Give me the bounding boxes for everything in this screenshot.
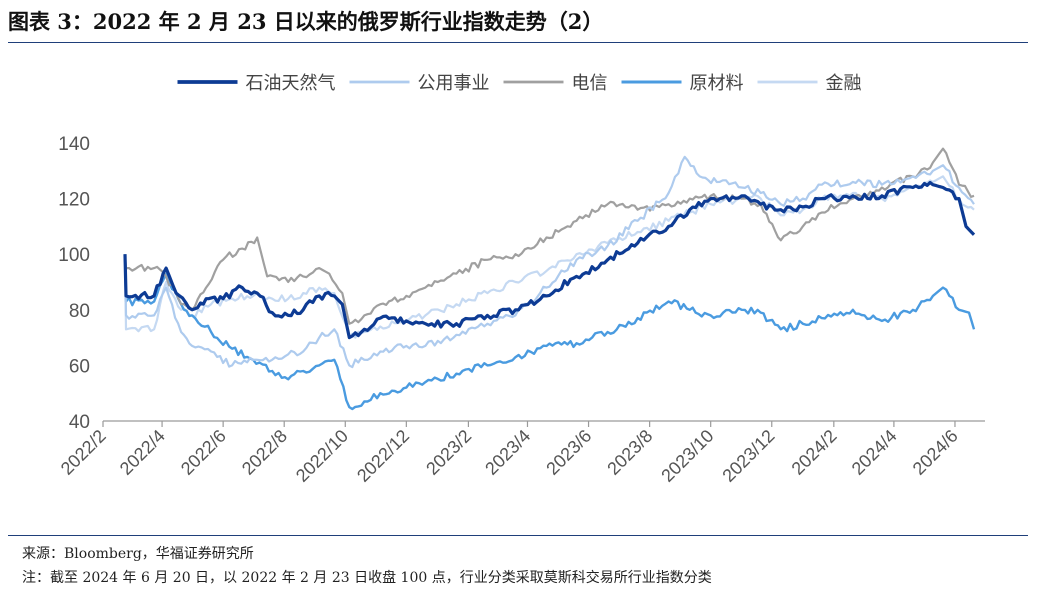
- y-tick-label: 100: [58, 245, 90, 266]
- legend-label: 公用事业: [418, 73, 490, 94]
- x-axis-ticks: 2022/2 2022/4 2022/6 2022/8 2022/10 2022/12 20…: [57, 421, 962, 486]
- x-tick-label: 2024/2: [788, 426, 841, 479]
- series-line: [123, 155, 975, 369]
- x-tick-label: 2023/10: [657, 426, 717, 486]
- source-note: 来源：Bloomberg，华福证券研究所: [22, 546, 254, 562]
- x-tick-label: 2023/12: [718, 426, 778, 486]
- x-tick-label: 2022/6: [177, 426, 230, 479]
- x-tick-label: 2022/4: [116, 426, 169, 479]
- legend: 石油天然气 公用事业 电信 原材料 金融: [177, 73, 862, 94]
- x-tick-label: 2022/2: [57, 426, 110, 479]
- footnote: 注：截至 2024 年 6 月 20 日，以 2022 年 2 月 23 日收盘…: [22, 570, 712, 586]
- x-tick-label: 2022/12: [353, 426, 413, 486]
- x-tick-label: 2023/8: [603, 426, 656, 479]
- x-tick-label: 2024/4: [848, 426, 901, 479]
- y-tick-label: 140: [58, 134, 90, 155]
- x-tick-label: 2024/6: [909, 426, 962, 479]
- legend-label: 金融: [826, 73, 862, 94]
- x-tick-label: 2022/8: [238, 426, 291, 479]
- y-tick-label: 40: [69, 412, 90, 433]
- title-rule: [8, 42, 1028, 43]
- x-tick-label: 2022/10: [292, 426, 352, 486]
- legend-label: 石油天然气: [246, 73, 336, 94]
- x-tick-label: 2023/2: [422, 426, 475, 479]
- legend-label: 电信: [572, 73, 608, 94]
- chart-title: 图表 3：2022 年 2 月 23 日以来的俄罗斯行业指数走势（2）: [8, 9, 604, 34]
- series-layer: [123, 147, 976, 411]
- legend-label: 原材料: [690, 73, 744, 94]
- footer-rule: [8, 535, 1028, 536]
- y-tick-label: 80: [69, 301, 90, 322]
- series-line: [123, 254, 976, 411]
- x-tick-label: 2023/6: [542, 426, 595, 479]
- series-line: [123, 180, 976, 340]
- y-tick-label: 120: [58, 190, 90, 211]
- x-tick-label: 2023/4: [481, 426, 534, 479]
- y-tick-label: 60: [69, 356, 90, 377]
- series-line: [123, 147, 975, 325]
- y-axis-ticks: 40 60 80 100 120 140: [58, 134, 90, 433]
